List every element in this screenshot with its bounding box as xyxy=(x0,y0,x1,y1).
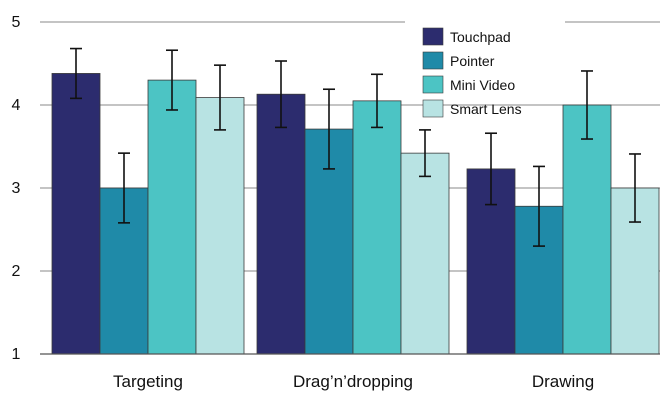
legend-label: Mini Video xyxy=(450,77,515,93)
legend-item: Pointer xyxy=(422,51,495,70)
y-tick-label: 1 xyxy=(12,346,21,363)
x-category-label: Targeting xyxy=(113,372,183,391)
bar-mini-video xyxy=(562,104,612,355)
bar-smart-lens xyxy=(195,97,245,355)
legend-item: Mini Video xyxy=(422,75,515,94)
legend-item: Smart Lens xyxy=(422,99,522,118)
bar-mini-video xyxy=(147,79,197,355)
y-tick-label: 2 xyxy=(12,263,21,280)
x-category-label: Drawing xyxy=(532,372,594,391)
legend-swatch xyxy=(422,51,444,70)
y-tick-label: 5 xyxy=(12,14,21,31)
error-bar xyxy=(581,70,593,140)
error-bar xyxy=(533,165,545,247)
legend-label: Smart Lens xyxy=(450,101,522,117)
legend-item: Touchpad xyxy=(422,27,511,46)
error-bar xyxy=(419,129,431,178)
legend-label: Pointer xyxy=(450,53,495,69)
error-bar xyxy=(118,152,130,224)
error-bar xyxy=(214,64,226,131)
bar-mini-video xyxy=(352,100,402,355)
error-bar xyxy=(275,60,287,129)
legend-label: Touchpad xyxy=(450,29,511,45)
error-bars-group xyxy=(70,47,641,247)
error-bar xyxy=(485,132,497,206)
error-bar xyxy=(323,88,335,170)
legend-swatch xyxy=(422,99,444,118)
bar-touchpad xyxy=(256,93,306,355)
legend-swatch xyxy=(422,27,444,46)
x-category-labels: Targeting Drag’n’dropping Drawing xyxy=(113,372,594,391)
error-bar xyxy=(166,49,178,111)
error-bar xyxy=(371,73,383,129)
legend-swatch xyxy=(422,75,444,94)
y-tick-label: 3 xyxy=(12,180,21,197)
legend: Touchpad Pointer Mini Video Smart Lens xyxy=(422,27,522,118)
y-tick-labels: 1 2 3 4 5 xyxy=(12,14,21,363)
x-category-label: Drag’n’dropping xyxy=(293,372,413,391)
bar-touchpad xyxy=(51,73,101,355)
bars-group xyxy=(51,73,660,355)
y-tick-label: 4 xyxy=(12,97,21,114)
bar-smart-lens xyxy=(400,152,450,355)
error-bar xyxy=(70,47,82,100)
error-bar xyxy=(629,153,641,223)
